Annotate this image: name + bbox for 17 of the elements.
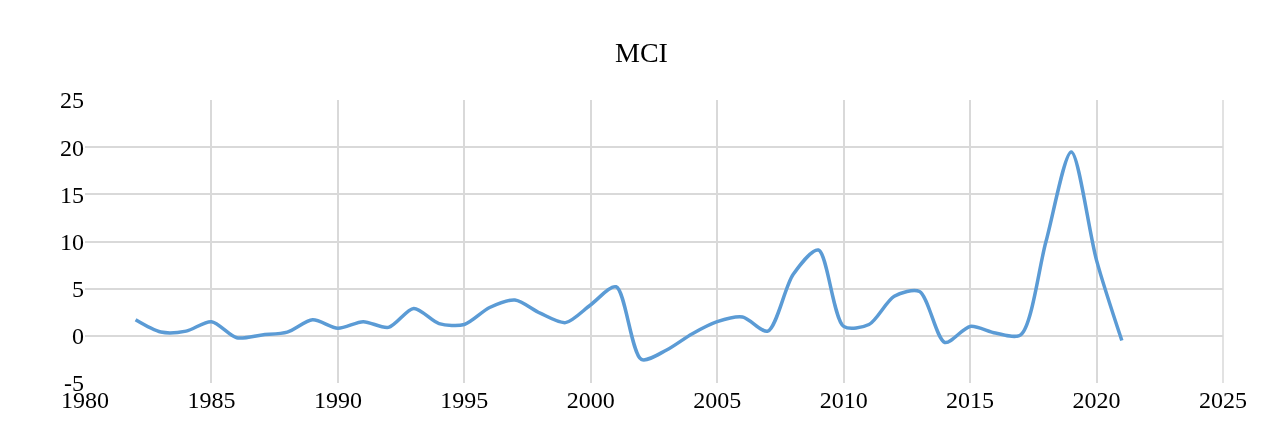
x-tick-label: 2000 [566,387,615,413]
y-tick-label: 0 [72,323,84,350]
x-tick-label: 1990 [313,387,362,413]
x-tick-label: 2010 [819,387,868,413]
y-tick-label: 15 [60,181,84,208]
chart-title: MCI [615,37,668,69]
y-tick-label: 5 [72,276,84,303]
y-tick-label: 20 [60,134,84,161]
x-tick-label: 1985 [187,387,236,413]
x-tick-label: 2015 [946,387,995,413]
x-tick-label: 2005 [693,387,742,413]
line-series [133,150,1124,362]
y-tick-label: 25 [60,87,84,114]
x-tick-label: 2020 [1072,387,1121,413]
x-tick-label: 2025 [1199,387,1247,413]
x-tick-label: 1995 [440,387,489,413]
y-tick-label: 10 [60,228,84,255]
